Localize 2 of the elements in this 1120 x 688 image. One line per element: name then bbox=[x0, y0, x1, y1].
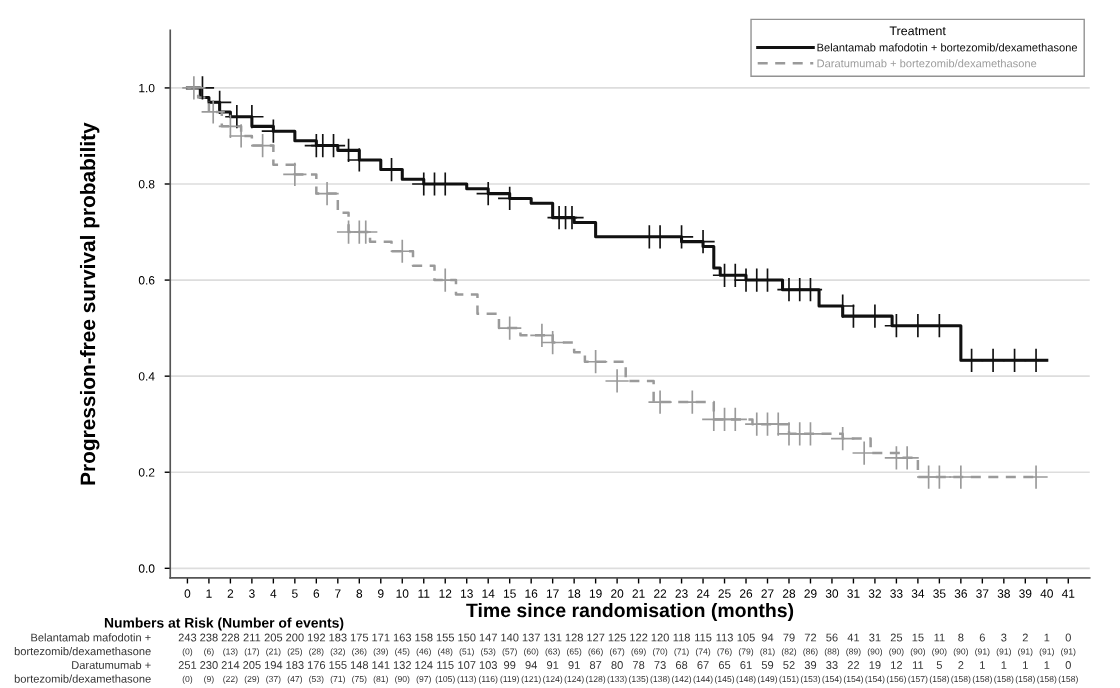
y-axis-title: Progression-free survival probability bbox=[79, 122, 100, 485]
x-axis-title: Time since randomisation (months) bbox=[466, 602, 794, 622]
